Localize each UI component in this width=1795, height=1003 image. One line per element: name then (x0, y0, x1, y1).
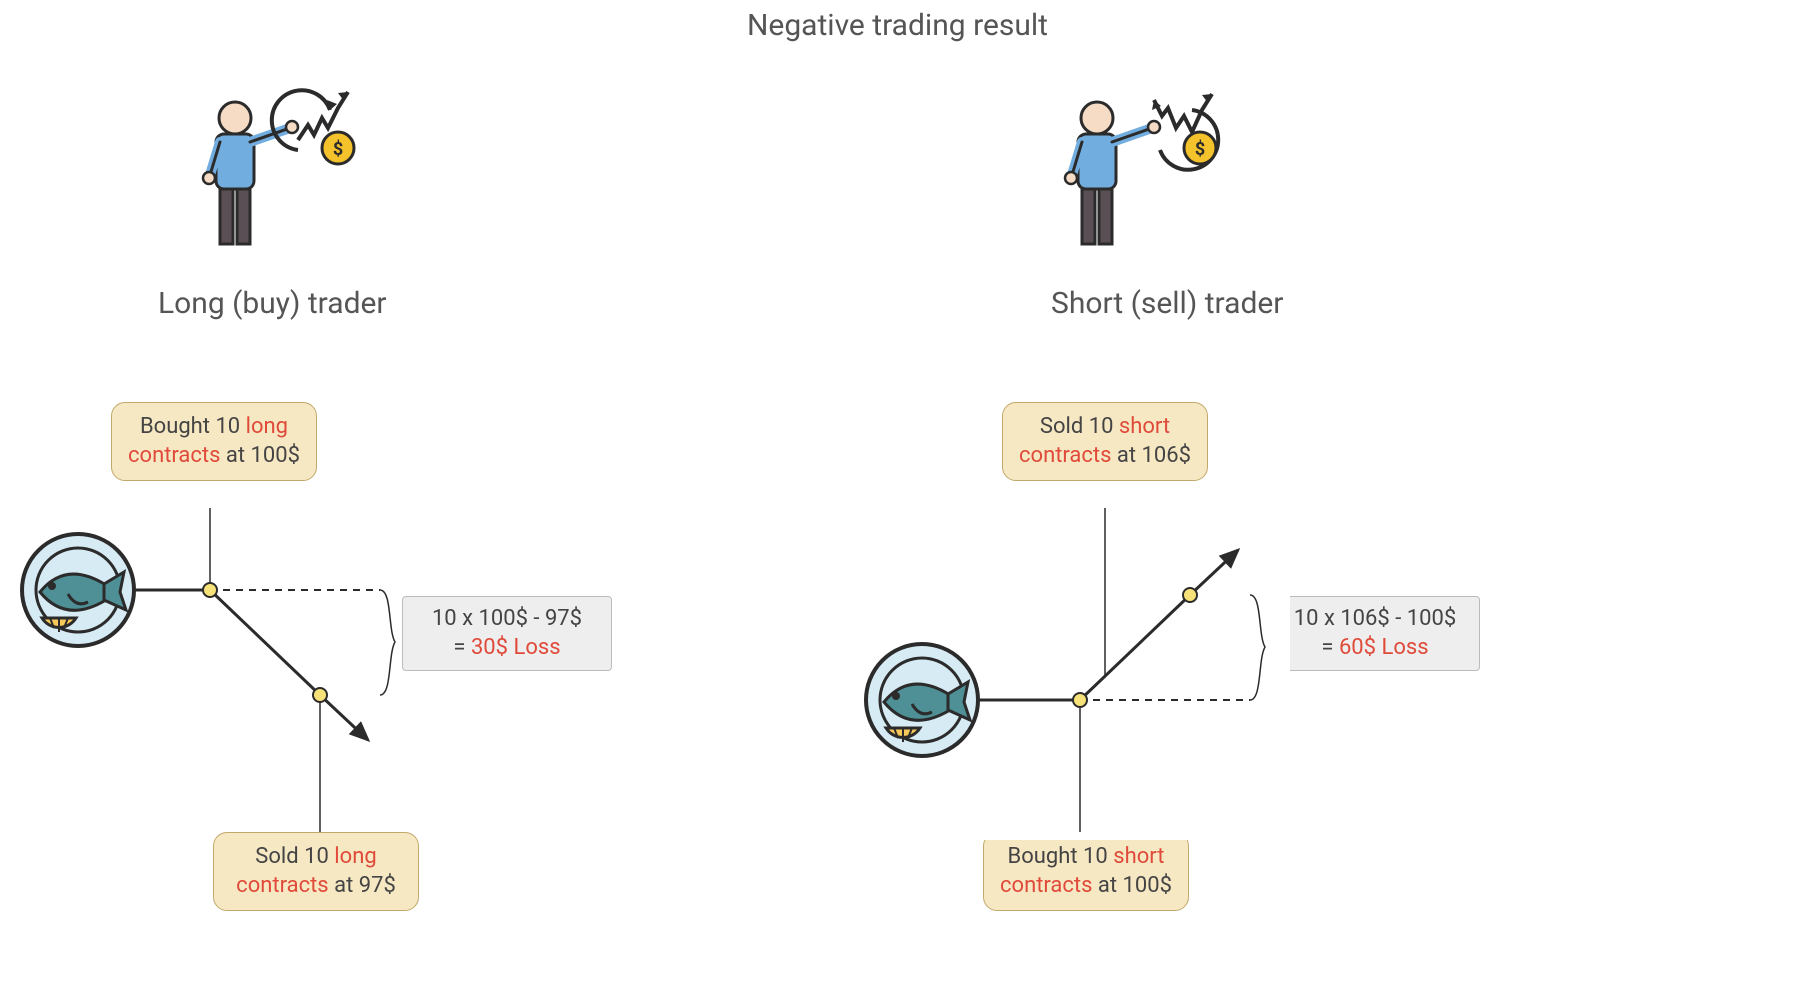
svg-text:$: $ (1195, 139, 1205, 160)
text: Bought 10 (1008, 844, 1114, 869)
text: Sold 10 (1040, 414, 1119, 439)
text: at 106$ (1111, 443, 1191, 468)
short-trader-icon: $ (1042, 80, 1222, 270)
text: at 100$ (220, 443, 300, 468)
fish-plate-icon-left (18, 530, 138, 650)
short-trader-label: Short (sell) trader (1051, 286, 1283, 321)
long-trader-icon: $ (180, 80, 360, 270)
long-exit-box: Sold 10 long contracts at 97$ (213, 832, 419, 911)
eq: = (453, 635, 471, 660)
loss-text: 60$ Loss (1339, 635, 1429, 660)
loss-text: 30$ Loss (471, 635, 561, 660)
svg-text:$: $ (333, 139, 343, 160)
long-trader-label: Long (buy) trader (158, 286, 387, 321)
page-title: Negative trading result (747, 8, 1048, 43)
short-exit-box: Bought 10 short contracts at 100$ (983, 832, 1189, 911)
calc-line: 10 x 106$ - 100$ (1294, 606, 1456, 631)
text: at 97$ (329, 873, 396, 898)
long-entry-box: Bought 10 long contracts at 100$ (111, 402, 317, 481)
text: Bought 10 (140, 414, 246, 439)
long-result-box: 10 x 100$ - 97$ = 30$ Loss (402, 596, 612, 671)
text: at 100$ (1092, 873, 1172, 898)
short-result-box: 10 x 106$ - 100$ = 60$ Loss (1270, 596, 1480, 671)
long-chart (130, 508, 395, 832)
short-chart (975, 508, 1250, 700)
eq: = (1321, 635, 1339, 660)
fish-plate-icon-right (862, 640, 982, 760)
text: Sold 10 (255, 844, 334, 869)
short-entry-box: Sold 10 short contracts at 106$ (1002, 402, 1208, 481)
calc-line: 10 x 100$ - 97$ (432, 606, 582, 631)
